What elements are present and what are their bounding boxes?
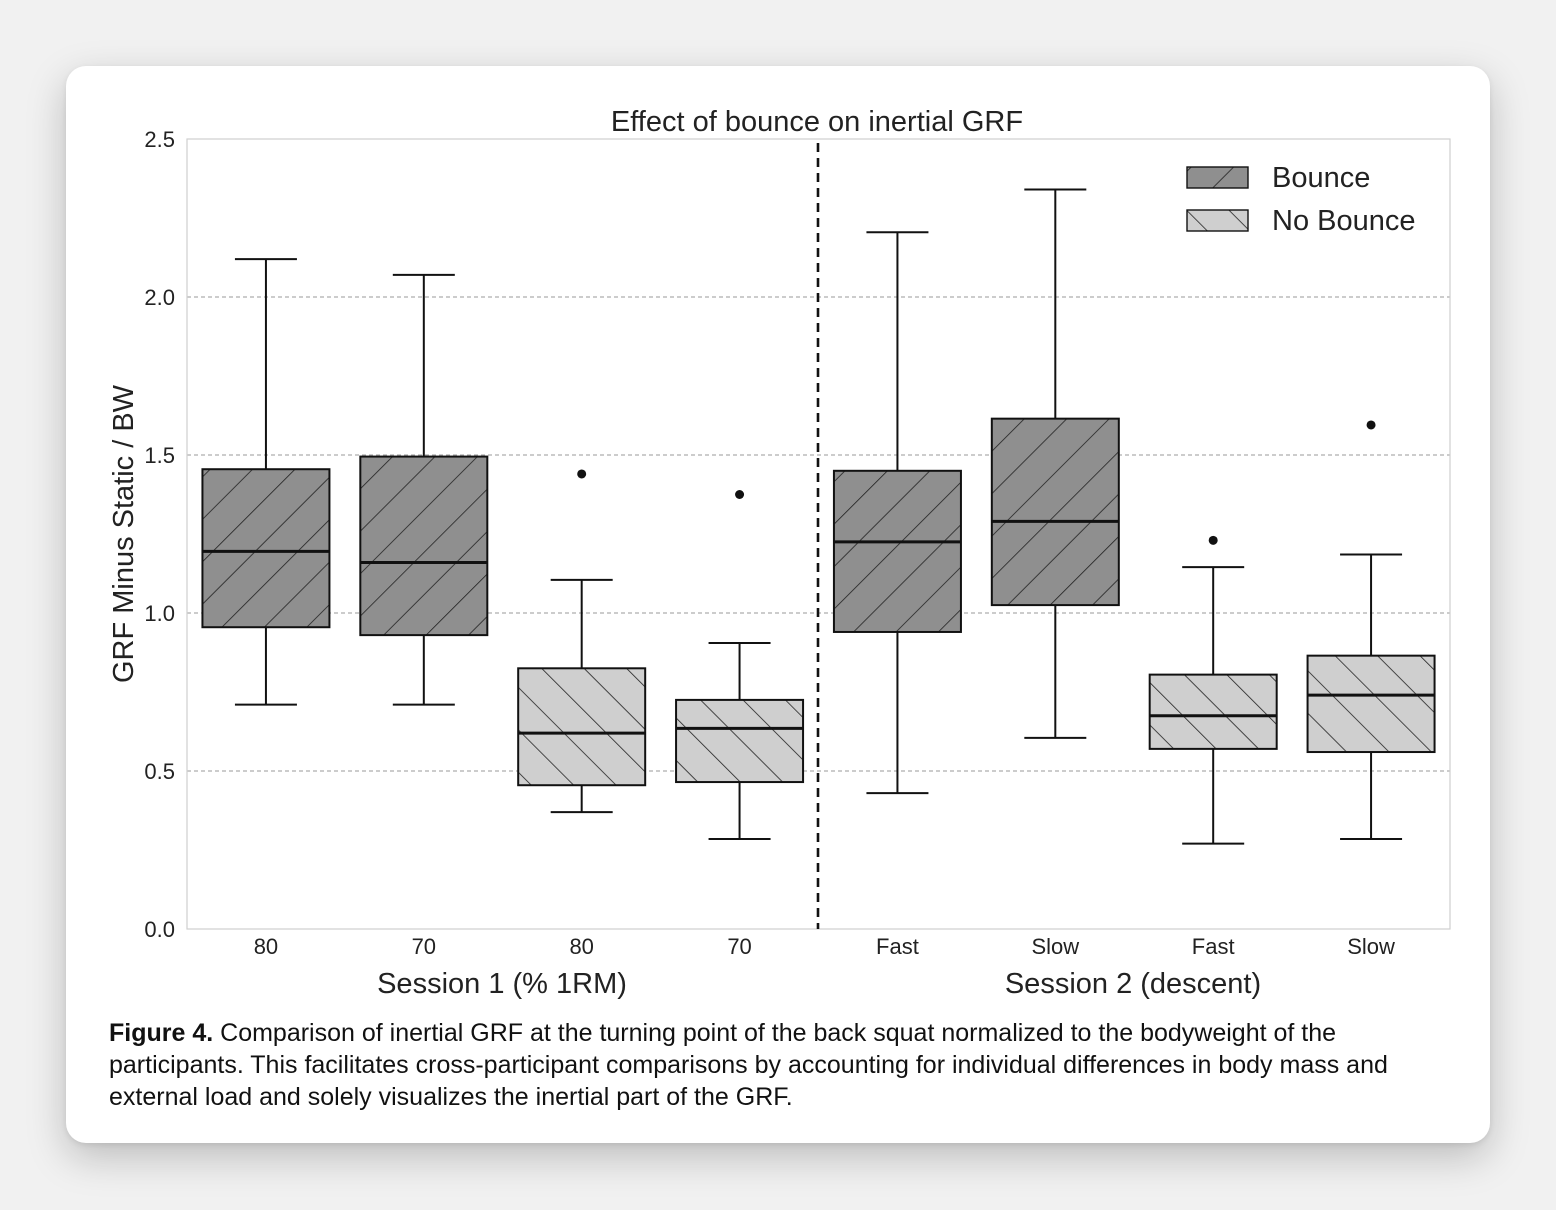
y-tick-label: 0.5 xyxy=(144,759,175,784)
x-tick-label: 80 xyxy=(254,934,278,959)
y-tick-label: 1.5 xyxy=(144,443,175,468)
caption-label: Figure 4. xyxy=(109,1019,214,1047)
x-tick-label: 70 xyxy=(412,934,436,959)
y-tick-label: 0.0 xyxy=(144,917,175,942)
outlier-point xyxy=(735,490,745,499)
legend-swatch-no-bounce xyxy=(1186,209,1249,232)
outlier-point xyxy=(1208,535,1218,545)
iqr-box xyxy=(1148,673,1278,750)
x-tick-label: 80 xyxy=(569,934,593,959)
box-no-bounce xyxy=(1306,420,1436,840)
box-bounce xyxy=(832,231,962,795)
figure-caption: Figure 4. Comparison of inertial GRF at … xyxy=(109,1017,1449,1113)
x-tick-label: Fast xyxy=(1192,934,1235,959)
box-bounce xyxy=(990,188,1120,739)
legend: Bounce No Bounce xyxy=(1186,162,1416,237)
chart-title: Effect of bounce on inertial GRF xyxy=(611,106,1023,138)
box-bounce xyxy=(201,258,331,706)
iqr-box xyxy=(1306,654,1436,754)
iqr-box xyxy=(201,468,331,629)
legend-label-bounce: Bounce xyxy=(1272,162,1370,194)
iqr-box xyxy=(517,667,647,787)
iqr-box xyxy=(832,469,962,633)
box-plot-chart: 0.0 0.5 1.0 1.5 2.0 2.5 80 70 80 70 Fast Slow Fast Sl… xyxy=(108,106,1451,1000)
legend-swatch-bounce xyxy=(1186,166,1249,189)
iqr-box xyxy=(675,698,805,784)
x-tick-label: Fast xyxy=(876,934,919,959)
y-tick-label: 2.0 xyxy=(144,285,175,310)
legend-label-no-bounce: No Bounce xyxy=(1272,205,1416,237)
box-no-bounce xyxy=(517,469,647,814)
box-no-bounce xyxy=(675,490,805,840)
box-no-bounce xyxy=(1148,535,1278,845)
x-tick-label: Slow xyxy=(1031,934,1079,959)
x-tick-label: Slow xyxy=(1347,934,1395,959)
iqr-box xyxy=(990,417,1120,607)
y-tick-label: 1.0 xyxy=(144,601,175,626)
caption-text: Comparison of inertial GRF at the turnin… xyxy=(109,1019,1388,1111)
y-tick-label: 2.5 xyxy=(144,127,175,152)
outlier-point xyxy=(1366,420,1376,430)
y-axis-label: GRF Minus Static / BW xyxy=(108,384,140,683)
session-2-label: Session 2 (descent) xyxy=(1005,968,1261,1000)
x-tick-label: 70 xyxy=(727,934,751,959)
outlier-point xyxy=(577,469,587,479)
iqr-box xyxy=(359,455,489,637)
session-1-label: Session 1 (% 1RM) xyxy=(377,968,627,1000)
box-bounce xyxy=(359,273,489,706)
